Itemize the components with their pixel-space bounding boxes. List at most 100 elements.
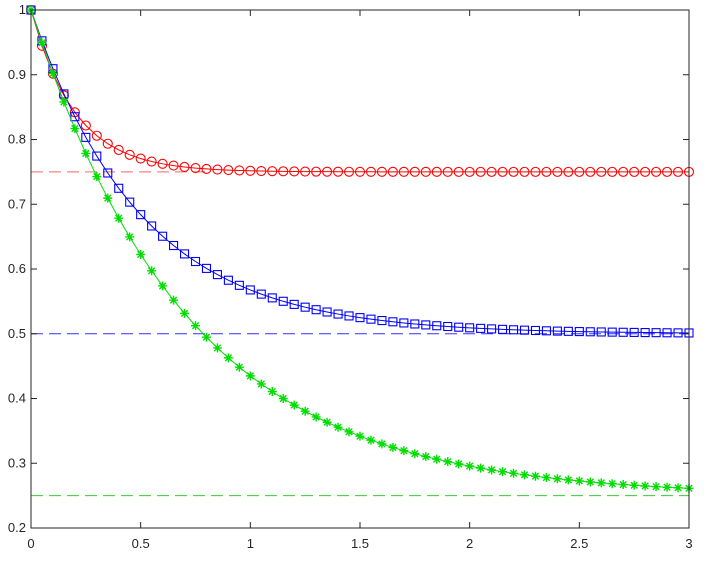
data-point [343, 166, 355, 177]
data-point [355, 431, 365, 441]
data-point [574, 476, 584, 486]
series-circle [25, 4, 695, 177]
data-point [91, 130, 102, 141]
data-point [421, 452, 431, 462]
data-point [223, 353, 233, 363]
data-point [322, 417, 332, 427]
series-line [30, 9, 690, 173]
data-point [278, 394, 288, 404]
data-point [180, 308, 190, 318]
data-point [432, 454, 442, 464]
data-point [92, 151, 102, 161]
data-point [354, 166, 366, 177]
axis-ticks: 0 0.5 1 1.5 2 2.5 3 0.2 0.3 0.4 0.5 0.6 0.7 0.8 0.9 1 [8, 2, 693, 551]
data-point [541, 473, 551, 483]
data-point [344, 311, 354, 321]
data-point [486, 166, 497, 177]
data-point [541, 166, 552, 177]
data-point [442, 166, 453, 177]
data-point [333, 166, 344, 177]
x-tick-label: 0 [27, 536, 34, 551]
data-point [607, 327, 617, 337]
data-point [212, 270, 222, 280]
data-point [596, 166, 607, 177]
data-point [662, 482, 672, 492]
data-point [629, 166, 640, 177]
data-point [487, 324, 497, 334]
data-point [70, 112, 80, 122]
data-point [673, 483, 683, 493]
y-tick-label: 1 [19, 2, 26, 17]
data-point [662, 328, 672, 338]
data-point [267, 293, 277, 303]
data-point [147, 221, 157, 231]
data-point [333, 422, 343, 432]
data-point [267, 166, 278, 177]
data-point [388, 317, 398, 327]
data-point [410, 449, 420, 459]
data-point [388, 442, 398, 452]
data-point [234, 280, 244, 290]
series-square [26, 5, 694, 338]
data-point [651, 166, 662, 177]
data-point [158, 281, 168, 291]
data-point [574, 166, 585, 177]
data-point [125, 197, 135, 207]
reference-lines [31, 171, 689, 497]
data-point [190, 256, 201, 267]
data-point [158, 231, 168, 241]
data-point [114, 183, 124, 193]
data-point [267, 387, 277, 397]
data-point [37, 38, 47, 48]
data-point [289, 400, 299, 410]
data-point [212, 343, 222, 353]
data-point [563, 326, 573, 336]
data-point [475, 166, 486, 177]
data-point [421, 320, 431, 330]
data-point [476, 463, 486, 473]
data-point [410, 319, 420, 329]
x-tick-label: 2.5 [570, 536, 588, 551]
data-point [673, 328, 683, 338]
data-point [136, 210, 146, 220]
data-point [476, 323, 486, 333]
data-point [179, 161, 190, 173]
series-line [30, 9, 690, 334]
data-point [672, 166, 684, 177]
data-point [179, 249, 190, 259]
x-tick-label: 1 [247, 536, 254, 551]
data-point [629, 480, 639, 490]
data-point [465, 323, 475, 333]
data-point [662, 166, 673, 177]
data-point [498, 324, 508, 334]
data-point [508, 166, 519, 177]
data-point [365, 166, 377, 177]
data-point [366, 435, 376, 445]
data-point [81, 148, 91, 158]
data-point [234, 362, 244, 372]
data-point [596, 327, 606, 337]
data-point [124, 149, 135, 160]
data-point [618, 480, 628, 490]
y-tick-label: 0.5 [8, 326, 26, 341]
y-tick-label: 0.3 [8, 455, 26, 470]
x-tick-label: 1.5 [351, 536, 369, 551]
data-point [498, 467, 508, 477]
data-point [454, 322, 464, 332]
data-point [552, 474, 562, 484]
data-point [376, 166, 387, 177]
data-point [596, 478, 606, 488]
data-point [311, 412, 321, 422]
data-point [190, 163, 201, 174]
data-point [509, 468, 519, 478]
data-point [640, 166, 651, 177]
data-point [146, 156, 157, 167]
data-point [92, 172, 102, 182]
data-point [541, 326, 551, 336]
data-point [443, 321, 453, 332]
data-point [454, 459, 464, 469]
data-point [431, 166, 442, 177]
data-point [300, 302, 310, 312]
data-point [453, 166, 464, 177]
data-point [409, 166, 420, 177]
